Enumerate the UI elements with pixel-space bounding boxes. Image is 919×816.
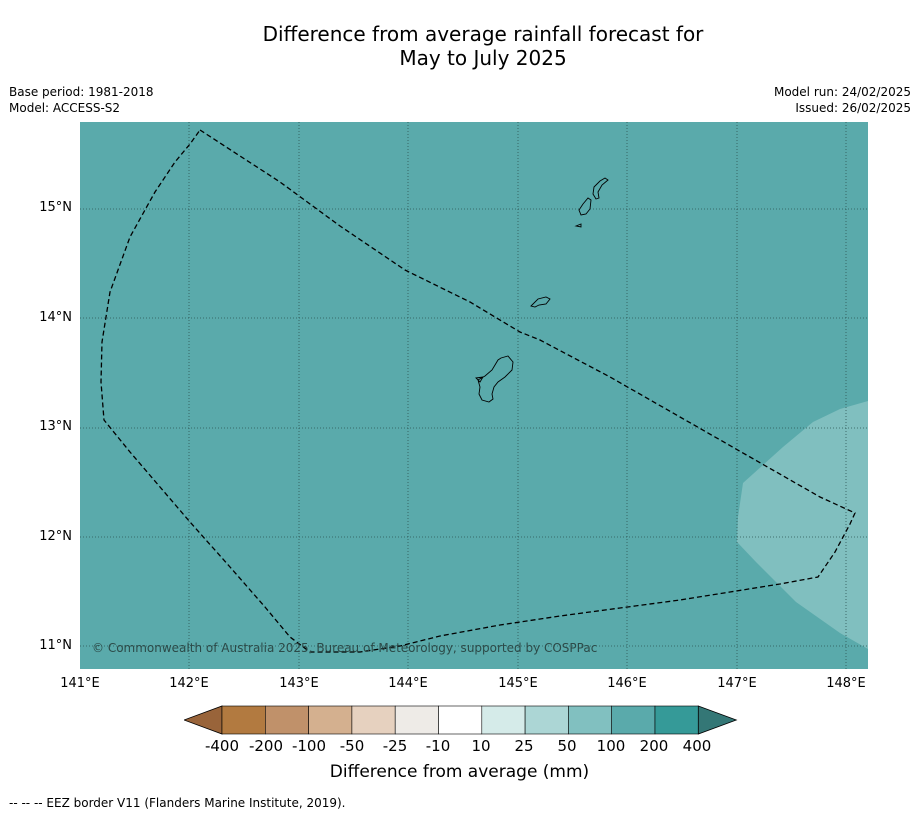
island-rota (530, 296, 551, 308)
cb-tick-5: -25 (382, 737, 408, 755)
copyright-notice: © Commonwealth of Australia 2025, Bureau… (92, 641, 598, 655)
colorbar-extend-high (697, 705, 738, 735)
cb-tick-11: 200 (639, 737, 669, 755)
island-aguijan (574, 223, 582, 228)
eez-border (100, 129, 856, 653)
lon-label-144: 144°E (388, 676, 428, 691)
base-period: Base period: 1981-2018 (9, 85, 154, 99)
lon-label-141: 141°E (60, 676, 100, 691)
cb-tick-8: 25 (514, 737, 534, 755)
model-name: Model: ACCESS-S2 (9, 101, 121, 115)
colorbar-svg (182, 705, 738, 735)
lat-label-11: 11°N (39, 638, 72, 653)
colorbar-segment (654, 705, 699, 735)
colorbar-segment (611, 705, 656, 735)
colorbar-extend-low (182, 705, 223, 735)
island-saipan (592, 177, 609, 200)
lat-label-14: 14°N (39, 310, 72, 325)
cb-tick-6: -10 (425, 737, 451, 755)
colorbar-segment (524, 705, 569, 735)
colorbar-segment (438, 705, 483, 735)
title-line-1: Difference from average rainfall forecas… (262, 22, 704, 46)
lon-label-145: 145°E (498, 676, 538, 691)
island-guam (475, 355, 514, 403)
lat-label-15: 15°N (39, 200, 72, 215)
lon-label-147: 147°E (717, 676, 757, 691)
colorbar-segment (221, 705, 266, 735)
light-anomaly-region (737, 401, 868, 649)
meta-right: Model run: 24/02/2025 Issued: 26/02/2025 (774, 84, 911, 116)
colorbar-segment (481, 705, 526, 735)
meta-left: Base period: 1981-2018 Model: ACCESS-S2 (9, 84, 154, 116)
colorbar-segment (568, 705, 612, 735)
colorbar-segment (351, 705, 396, 735)
island-tinian (578, 197, 592, 216)
colorbar-label: Difference from average (mm) (329, 762, 590, 782)
colorbar-segment (265, 705, 309, 735)
lon-label-146: 146°E (607, 676, 647, 691)
model-run: Model run: 24/02/2025 (773, 85, 911, 99)
lon-label-142: 142°E (169, 676, 209, 691)
cb-tick-9: 50 (557, 737, 577, 755)
lon-label-148: 148°E (826, 676, 866, 691)
colorbar-segment (394, 705, 439, 735)
eez-legend-note: -- -- -- EEZ border V11 (Flanders Marine… (9, 796, 346, 810)
colorbar (182, 705, 738, 739)
cb-tick-12: 400 (682, 737, 712, 755)
cb-tick-2: -200 (248, 737, 284, 755)
cb-tick-10: 100 (596, 737, 626, 755)
map-svg (80, 122, 868, 669)
lat-label-13: 13°N (39, 419, 72, 434)
cb-tick-3: -100 (291, 737, 327, 755)
chart-title: Difference from average rainfall forecas… (0, 22, 919, 70)
islands (475, 177, 609, 403)
title-line-2: May to July 2025 (399, 46, 567, 70)
issued-date: Issued: 26/02/2025 (795, 101, 911, 115)
cb-tick-7: 10 (471, 737, 491, 755)
colorbar-segment (308, 705, 353, 735)
lat-label-12: 12°N (39, 529, 72, 544)
lon-label-143: 143°E (279, 676, 319, 691)
gridlines (80, 122, 868, 669)
cb-tick-4: -50 (339, 737, 365, 755)
rainfall-map (80, 122, 868, 669)
cb-tick-1: -400 (204, 737, 240, 755)
ocean-background (80, 122, 868, 669)
